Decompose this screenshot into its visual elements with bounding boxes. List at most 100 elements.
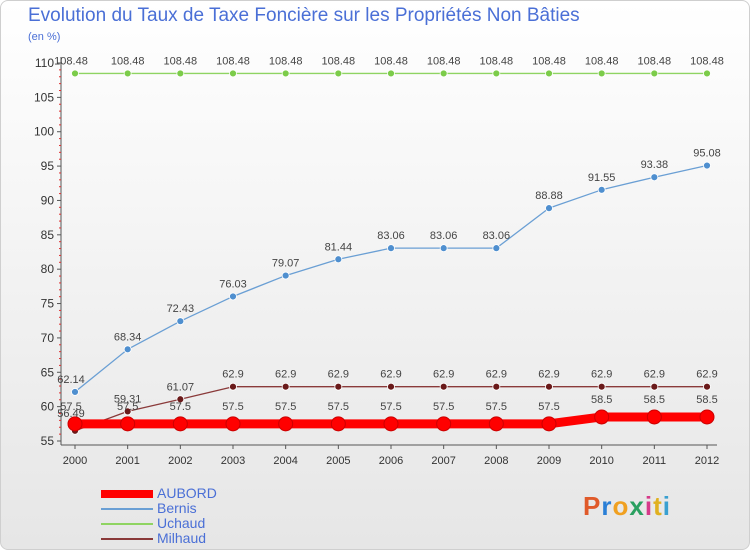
legend-swatch [101,523,153,525]
data-label-bernis: 83.06 [430,230,458,242]
data-point-milhaud [703,382,711,391]
legend-swatch [101,490,153,498]
data-point-aubord [67,416,83,432]
data-label-uchaud: 108.48 [638,55,672,67]
data-label-uchaud: 108.48 [480,55,514,67]
data-label-uchaud: 108.48 [532,55,566,67]
data-label-uchaud: 108.48 [164,55,198,67]
data-point-bernis [650,173,659,182]
data-label-aubord: 58.5 [644,394,665,406]
x-tick-label: 2001 [115,455,139,467]
data-point-uchaud [650,69,659,78]
x-tick-label: 2012 [695,455,719,467]
data-point-aubord [541,416,557,432]
data-point-aubord [172,416,188,432]
x-tick-label: 2003 [221,455,245,467]
data-point-milhaud [334,382,343,391]
data-label-uchaud: 108.48 [374,55,408,67]
data-label-bernis: 95.08 [693,148,721,160]
data-point-uchaud [123,69,132,78]
x-tick-label: 2000 [63,455,87,467]
legend-label: Uchaud [157,515,206,531]
x-tick-label: 2002 [168,455,192,467]
x-tick-label: 2010 [589,455,613,467]
data-label-uchaud: 108.48 [322,55,356,67]
y-tick-label: 90 [41,193,55,207]
data-point-aubord [488,416,504,432]
data-point-milhaud [597,382,606,391]
y-tick-label: 95 [41,159,55,173]
data-label-aubord: 57.5 [328,401,349,413]
data-label-milhaud: 62.9 [644,369,665,381]
data-label-milhaud: 62.9 [222,369,243,381]
data-point-uchaud [492,69,501,78]
data-point-milhaud [492,382,501,391]
data-label-milhaud: 56.49 [57,408,85,420]
x-tick-label: 2007 [431,455,455,467]
data-label-uchaud: 108.48 [269,55,303,67]
data-label-uchaud: 108.48 [427,55,461,67]
data-label-milhaud: 59.31 [114,393,142,405]
data-point-bernis [123,345,132,354]
data-point-bernis [387,244,395,253]
data-label-aubord: 57.5 [222,401,243,413]
data-label-bernis: 76.03 [219,278,247,290]
data-point-bernis [597,185,606,194]
y-tick-label: 110 [35,56,54,70]
data-point-milhaud [387,382,395,391]
logo-letter: P [583,491,602,521]
data-label-aubord: 57.5 [538,401,559,413]
data-point-bernis [229,292,237,301]
legend-swatch [101,508,153,510]
data-label-uchaud: 108.48 [690,55,724,67]
data-point-milhaud [176,395,185,404]
data-label-milhaud: 62.9 [380,369,401,381]
data-label-bernis: 72.43 [167,303,195,315]
y-tick-label: 65 [41,365,55,379]
data-point-aubord [436,416,452,432]
data-point-uchaud [281,69,290,78]
y-tick-label: 75 [41,297,55,311]
data-point-aubord [594,409,610,425]
data-point-aubord [278,416,294,432]
data-label-aubord: 57.5 [433,401,454,413]
data-label-uchaud: 108.48 [54,55,88,67]
y-tick-label: 85 [41,228,55,242]
x-tick-label: 2004 [273,455,297,467]
x-tick-label: 2005 [326,455,350,467]
data-point-milhaud [439,382,448,391]
y-tick-label: 55 [41,434,55,448]
data-point-uchaud [229,69,237,78]
data-label-uchaud: 108.48 [111,55,145,67]
legend-label: Bernis [157,500,197,516]
legend-label: AUBORD [157,485,217,501]
data-label-uchaud: 108.48 [585,55,619,67]
data-point-uchaud [597,69,606,78]
data-point-bernis [176,317,185,326]
chart-title: Evolution du Taux de Taxe Foncière sur l… [28,5,580,26]
data-point-uchaud [176,69,185,78]
data-point-bernis [71,388,79,396]
data-label-bernis: 83.06 [377,230,405,242]
legend-swatch [101,538,153,540]
data-point-milhaud [545,382,553,391]
legend-label: Milhaud [157,530,207,546]
logo-letter: r [601,491,613,521]
data-point-bernis [334,255,343,264]
x-tick-label: 2009 [537,455,561,467]
data-label-bernis: 68.34 [114,331,142,343]
data-point-uchaud [334,69,343,78]
series-line-bernis [74,164,708,393]
data-label-aubord: 57.5 [275,401,296,413]
data-point-aubord [699,409,715,425]
data-label-uchaud: 108.48 [216,55,250,67]
data-label-bernis: 93.38 [641,159,669,171]
data-point-milhaud [123,407,132,416]
data-label-bernis: 91.55 [588,172,616,184]
data-label-aubord: 57.5 [170,401,191,413]
data-label-milhaud: 62.9 [538,369,559,381]
data-label-bernis: 62.14 [57,374,85,386]
y-tick-label: 105 [34,90,54,104]
data-point-bernis [492,244,501,253]
